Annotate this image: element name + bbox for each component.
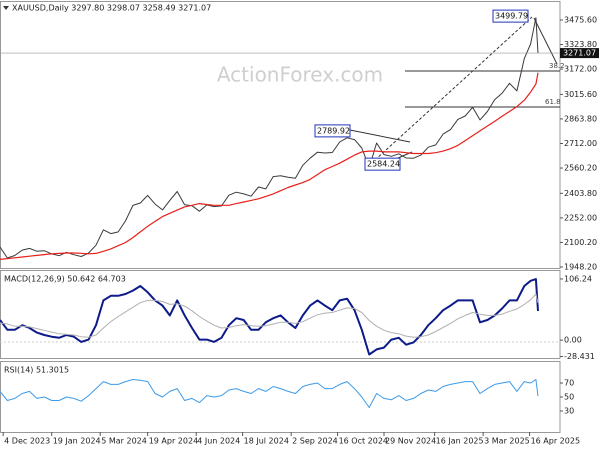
y-tick-label: 2712.00 bbox=[564, 139, 597, 148]
last-price-box bbox=[560, 48, 599, 59]
y-tick-label: 3015.60 bbox=[564, 90, 597, 99]
series-line bbox=[0, 17, 539, 259]
x-tick-label: 16 Jan 2025 bbox=[436, 437, 484, 446]
x-tick-label: 16 Apr 2025 bbox=[531, 437, 580, 446]
annotation-box bbox=[314, 124, 351, 138]
last-price-label: 3271.07 bbox=[563, 49, 596, 58]
series-line bbox=[0, 293, 539, 338]
series-line bbox=[0, 379, 539, 408]
x-tick-label: 16 Oct 2024 bbox=[339, 437, 388, 446]
rsi-title: RSI(14) 51.3015 bbox=[4, 366, 69, 375]
x-tick-label: 19 Jan 2024 bbox=[53, 437, 101, 446]
x-tick-label: 29 Nov 2024 bbox=[385, 437, 436, 446]
triangle-line bbox=[349, 129, 411, 143]
y-tick-label: 3323.80 bbox=[564, 40, 597, 49]
macd-panel bbox=[0, 270, 561, 359]
annotation-box bbox=[492, 9, 529, 23]
y-tick-label: 70 bbox=[564, 379, 574, 388]
x-tick-label: 18 Jul 2024 bbox=[244, 437, 289, 446]
y-tick-label: 2252.00 bbox=[564, 213, 597, 222]
x-tick-label: 2 Sep 2024 bbox=[292, 437, 338, 446]
trend-line bbox=[374, 16, 533, 161]
series-line bbox=[0, 278, 539, 356]
y-tick-label: 30 bbox=[564, 407, 574, 416]
y-tick-label: 2100.20 bbox=[564, 238, 597, 247]
header-arrow bbox=[3, 6, 9, 10]
x-tick-label: 3 Mar 2025 bbox=[484, 437, 530, 446]
annotation: 2584.24 bbox=[367, 160, 400, 169]
y-tick-label: 3475.60 bbox=[564, 16, 597, 25]
price-panel bbox=[0, 1, 561, 269]
y-tick-label: 50 bbox=[564, 393, 574, 402]
y-tick-label: 2403.80 bbox=[564, 189, 597, 198]
series-line bbox=[0, 72, 539, 260]
y-tick-label: 106.24 bbox=[564, 274, 592, 283]
y-tick-label: 2863.80 bbox=[564, 114, 597, 123]
channel-line bbox=[533, 17, 558, 65]
chart-title: XAUUSD,Daily 3297.80 3298.07 3258.49 327… bbox=[12, 4, 211, 13]
x-tick-label: 5 Mar 2024 bbox=[101, 437, 147, 446]
x-tick-label: 4 Jun 2024 bbox=[197, 437, 240, 446]
annotation: 61.8 bbox=[545, 98, 561, 106]
x-tick-label: 19 Apr 2024 bbox=[149, 437, 198, 446]
annotation-box bbox=[364, 157, 401, 171]
annotation: 2789.92 bbox=[317, 126, 350, 135]
x-tick-label: 4 Dec 2023 bbox=[4, 437, 50, 446]
y-tick-label: 1948.20 bbox=[564, 262, 597, 271]
macd-title: MACD(12,26,9) 50.642 64.703 bbox=[4, 275, 126, 284]
annotation: 3499.79 bbox=[495, 12, 528, 21]
y-tick-label: 0.00 bbox=[564, 336, 582, 345]
annotation: 38.2 bbox=[549, 62, 565, 70]
y-tick-label: -28.431 bbox=[564, 352, 595, 361]
y-tick-label: 3172.00 bbox=[564, 65, 597, 74]
y-tick-label: 2560.20 bbox=[564, 164, 597, 173]
watermark: ActionForex.com bbox=[217, 63, 383, 87]
